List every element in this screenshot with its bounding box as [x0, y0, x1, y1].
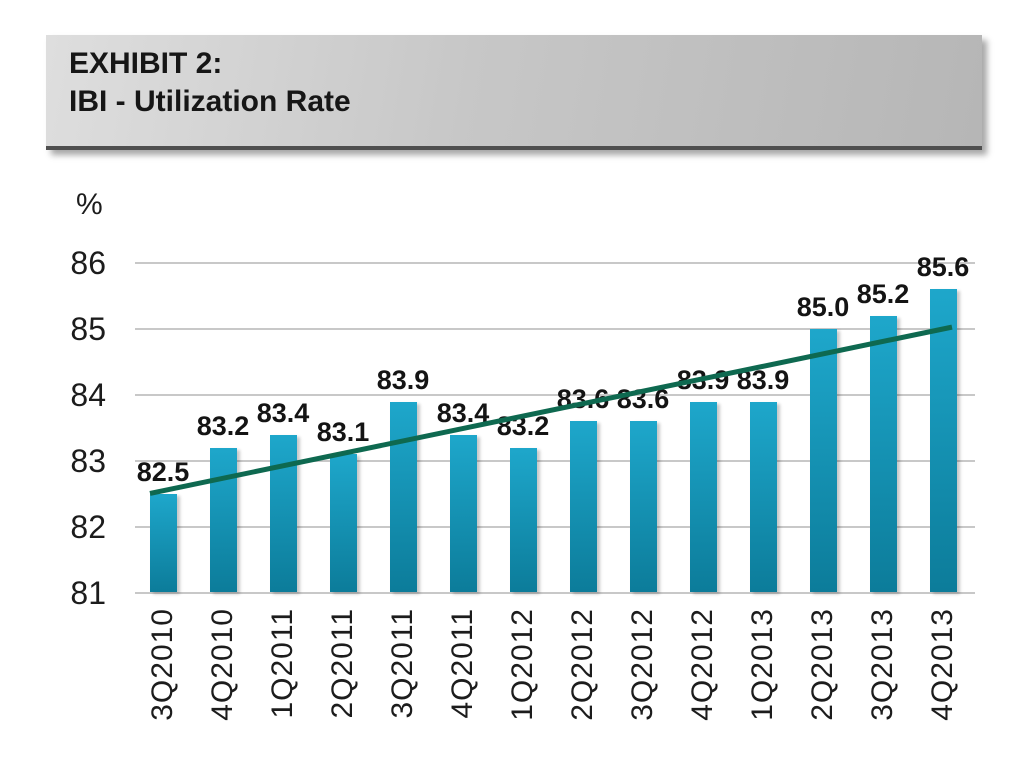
- x-axis-label: 1Q2012: [506, 608, 539, 721]
- bar-value-label: 83.9: [376, 364, 430, 395]
- bar: [689, 401, 717, 592]
- x-axis-label: 4Q2010: [206, 608, 239, 721]
- bar: [449, 434, 477, 592]
- y-axis-tick-label: 84: [70, 377, 106, 413]
- bar: [269, 434, 297, 592]
- exhibit-title-line2: IBI - Utilization Rate: [69, 85, 351, 118]
- exhibit-title-line1: EXHIBIT 2:: [69, 47, 223, 80]
- gridline: [135, 262, 975, 264]
- bar: [569, 421, 597, 592]
- bar: [869, 315, 897, 592]
- bar: [929, 289, 957, 592]
- x-axis-label: 2Q2011: [326, 608, 359, 719]
- x-axis-label: 4Q2012: [686, 608, 719, 721]
- bar-value-label: 85.2: [856, 278, 910, 309]
- x-axis-label: 3Q2012: [626, 608, 659, 721]
- x-axis-label: 1Q2013: [746, 608, 779, 721]
- x-axis-label: 3Q2011: [386, 608, 419, 719]
- y-axis-tick-label: 82: [70, 509, 106, 545]
- y-axis-tick-label: 83: [70, 443, 106, 479]
- y-axis-unit-label: %: [76, 188, 103, 221]
- bar: [329, 454, 357, 592]
- y-axis-tick-label: 85: [70, 311, 106, 347]
- bar: [149, 494, 177, 592]
- bar: [749, 401, 777, 592]
- bar: [209, 447, 237, 592]
- bar: [509, 447, 537, 592]
- gridline: [135, 526, 975, 528]
- bar: [629, 421, 657, 592]
- bar-value-label: 85.6: [916, 252, 970, 283]
- bar: [389, 401, 417, 592]
- gridline: [135, 328, 975, 330]
- x-axis-label: 2Q2013: [806, 608, 839, 721]
- gridline: [135, 460, 975, 462]
- x-axis-label: 4Q2013: [926, 608, 959, 721]
- x-axis-label: 3Q2010: [146, 608, 179, 721]
- exhibit-header: EXHIBIT 2: IBI - Utilization Rate: [46, 35, 982, 150]
- bar: [809, 329, 837, 592]
- y-axis-tick-label: 81: [70, 575, 106, 611]
- bar-value-label: 82.5: [136, 457, 190, 487]
- gridline: [135, 592, 975, 594]
- x-axis-label: 2Q2012: [566, 608, 599, 721]
- x-axis-label: 4Q2011: [446, 608, 479, 719]
- x-axis-label: 1Q2011: [266, 608, 299, 719]
- y-axis-tick-label: 86: [70, 245, 106, 281]
- bar-value-label: 85.0: [796, 292, 850, 322]
- exhibit-title: EXHIBIT 2: IBI - Utilization Rate: [69, 45, 351, 121]
- bar-value-label: 83.9: [736, 364, 790, 395]
- x-axis-label: 3Q2013: [866, 608, 899, 721]
- bar-value-label: 83.1: [316, 417, 370, 448]
